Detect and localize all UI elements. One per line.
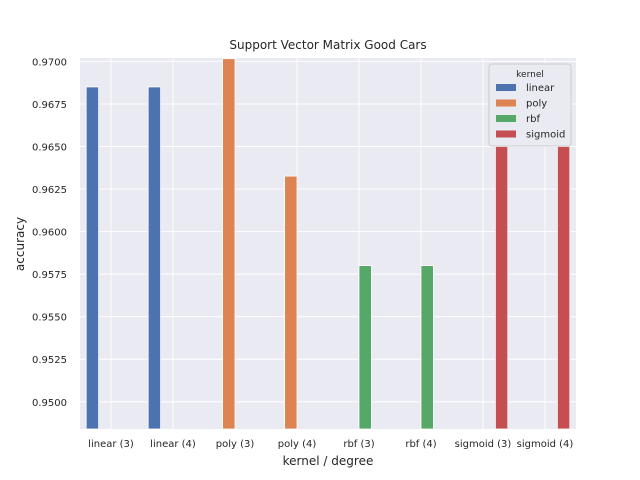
x-axis-label: kernel / degree [283, 454, 374, 468]
y-axis-ticks: 0.9500 0.9525 0.9550 0.9575 0.9600 0.9625 0.96… [32, 57, 67, 408]
y-tick-label: 0.9700 [32, 57, 67, 68]
bars [85, 58, 571, 430]
x-tick-label: poly (4) [278, 439, 317, 450]
y-tick-label: 0.9575 [32, 270, 67, 281]
legend-swatch-linear [496, 84, 516, 91]
x-tick-label: sigmoid (3) [455, 439, 512, 450]
y-tick-label: 0.9675 [32, 100, 67, 111]
legend-label-rbf: rbf [526, 114, 540, 125]
bar-rbf [420, 265, 434, 430]
bar-sigmoid [494, 146, 509, 430]
legend-swatch-sigmoid [496, 130, 516, 138]
bar-poly [222, 58, 236, 430]
bar-rbf [358, 265, 372, 430]
x-tick-label: sigmoid (4) [517, 439, 574, 450]
x-tick-label: rbf (3) [343, 439, 374, 450]
bar-sigmoid [557, 146, 571, 430]
y-tick-label: 0.9500 [32, 398, 67, 409]
x-axis-ticks: linear (3) linear (4) poly (3) poly (4) rbf … [88, 439, 573, 450]
bar-poly [284, 175, 298, 430]
legend-title: kernel [516, 70, 544, 80]
chart-title: Support Vector Matrix Good Cars [229, 38, 426, 52]
bar-linear [85, 86, 99, 430]
y-tick-label: 0.9550 [32, 313, 67, 324]
bar-linear [147, 86, 161, 430]
legend-label-poly: poly [526, 99, 547, 110]
legend-label-sigmoid: sigmoid [526, 130, 565, 141]
x-tick-label: linear (4) [150, 439, 196, 450]
y-tick-label: 0.9625 [32, 185, 67, 196]
x-tick-label: rbf (4) [405, 439, 436, 450]
x-tick-label: linear (3) [88, 439, 134, 450]
y-tick-label: 0.9600 [32, 228, 67, 239]
y-tick-label: 0.9525 [32, 355, 67, 366]
legend-label-linear: linear [526, 83, 555, 94]
grid-lines [80, 58, 576, 429]
x-tick-label: poly (3) [216, 439, 255, 450]
y-axis-label: accuracy [13, 217, 27, 271]
legend-swatch-poly [496, 99, 516, 107]
legend-swatch-rbf [496, 115, 516, 122]
legend: kernel linear poly rbf sigmoid [488, 63, 572, 147]
y-tick-label: 0.9650 [32, 142, 67, 153]
